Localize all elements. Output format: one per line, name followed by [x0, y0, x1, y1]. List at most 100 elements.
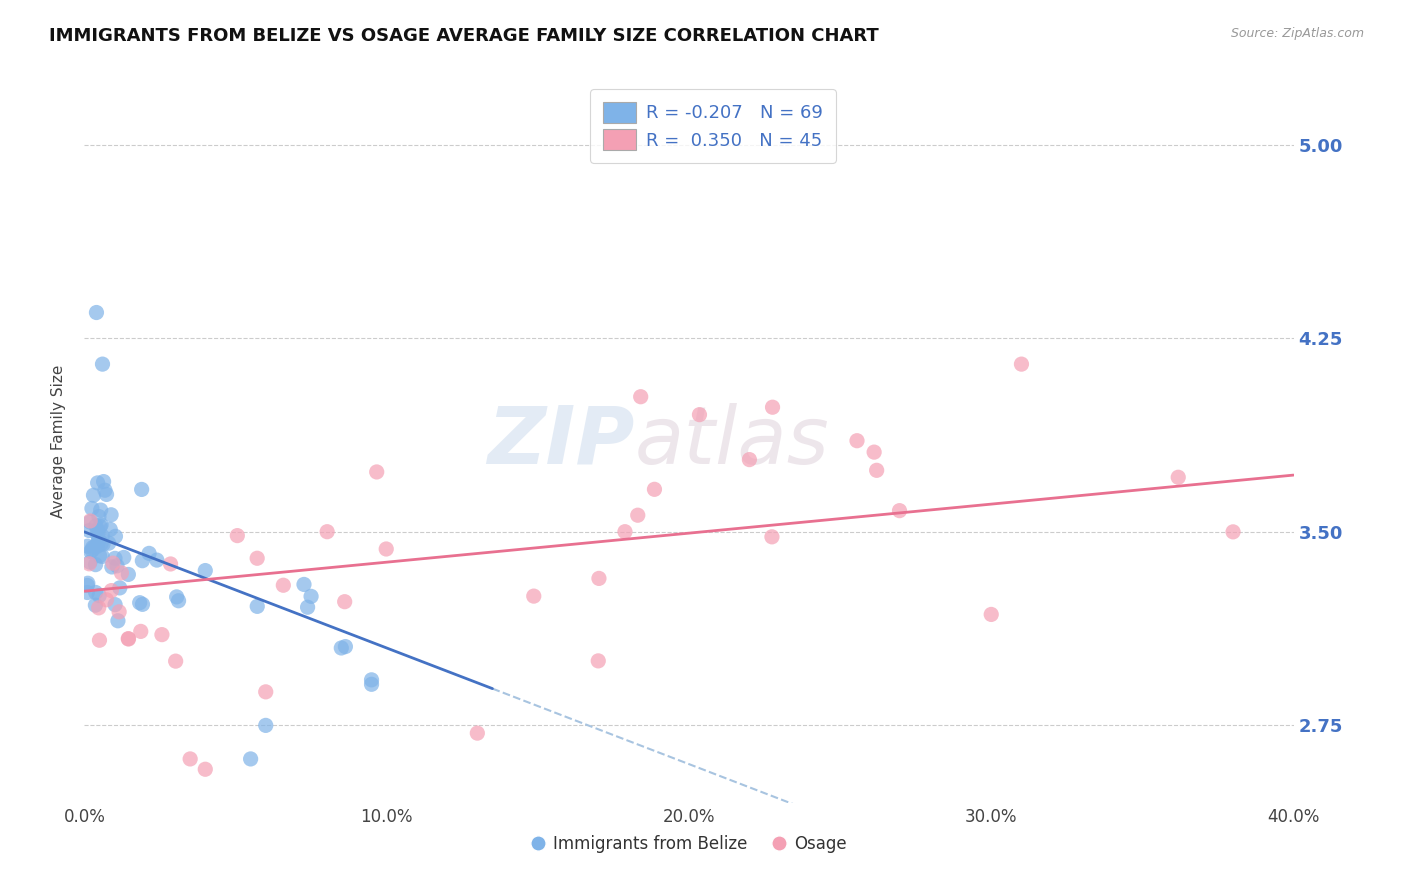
Point: [863, 445, 886, 459]
Point: [292, 577, 315, 591]
Point: [166, 590, 188, 604]
Point: [82, 488, 104, 502]
Point: [76, 539, 98, 553]
Point: [108, 605, 131, 619]
Point: [1167, 470, 1189, 484]
Point: [131, 483, 153, 497]
Point: [588, 571, 610, 585]
Point: [360, 677, 382, 691]
Point: [82, 543, 104, 558]
Point: [89, 519, 111, 533]
Point: [366, 465, 388, 479]
Point: [254, 718, 277, 732]
Point: [246, 551, 269, 566]
Point: [87, 532, 110, 546]
Point: [84, 585, 107, 599]
Point: [159, 557, 181, 571]
Point: [1011, 357, 1033, 371]
Point: [86, 539, 108, 553]
Point: [866, 463, 889, 477]
Point: [91, 537, 114, 551]
Point: [84, 598, 107, 612]
Point: [375, 541, 398, 556]
Point: [614, 524, 637, 539]
Point: [104, 529, 127, 543]
Point: [239, 752, 262, 766]
Point: [89, 589, 111, 603]
Point: [980, 607, 1002, 622]
Point: [467, 726, 489, 740]
Point: [98, 522, 121, 536]
Point: [101, 556, 124, 570]
Point: [150, 627, 173, 641]
Point: [91, 549, 114, 564]
Point: [108, 581, 131, 595]
Point: [627, 508, 650, 523]
Point: [76, 585, 98, 599]
Point: [105, 558, 128, 573]
Point: [77, 557, 100, 571]
Point: [86, 305, 108, 319]
Point: [87, 534, 110, 549]
Point: [77, 524, 100, 538]
Point: [194, 564, 217, 578]
Point: [90, 503, 112, 517]
Point: [80, 501, 103, 516]
Point: [94, 483, 117, 498]
Point: [79, 555, 101, 569]
Point: [87, 509, 110, 524]
Point: [76, 578, 98, 592]
Text: Source: ZipAtlas.com: Source: ZipAtlas.com: [1230, 27, 1364, 40]
Point: [101, 560, 124, 574]
Point: [246, 599, 269, 614]
Point: [761, 401, 783, 415]
Point: [79, 515, 101, 529]
Point: [86, 523, 108, 537]
Point: [643, 483, 665, 497]
Point: [297, 600, 319, 615]
Legend: Immigrants from Belize, Osage: Immigrants from Belize, Osage: [524, 828, 853, 860]
Point: [79, 514, 101, 528]
Point: [117, 632, 139, 646]
Point: [90, 517, 112, 532]
Point: [96, 487, 118, 501]
Point: [104, 551, 127, 566]
Point: [299, 590, 322, 604]
Point: [316, 524, 339, 539]
Text: IMMIGRANTS FROM BELIZE VS OSAGE AVERAGE FAMILY SIZE CORRELATION CHART: IMMIGRANTS FROM BELIZE VS OSAGE AVERAGE …: [49, 27, 879, 45]
Point: [131, 598, 153, 612]
Point: [335, 640, 357, 654]
Point: [91, 357, 114, 371]
Point: [84, 558, 107, 572]
Point: [889, 503, 911, 517]
Point: [89, 549, 111, 563]
Point: [846, 434, 869, 448]
Point: [84, 518, 107, 533]
Text: atlas: atlas: [634, 402, 830, 481]
Text: ZIP: ZIP: [486, 402, 634, 481]
Point: [93, 475, 115, 489]
Y-axis label: Average Family Size: Average Family Size: [51, 365, 66, 518]
Point: [1222, 524, 1244, 539]
Point: [96, 592, 118, 607]
Point: [82, 541, 104, 555]
Point: [76, 576, 98, 591]
Point: [100, 508, 122, 522]
Point: [179, 752, 201, 766]
Point: [80, 544, 103, 558]
Point: [107, 614, 129, 628]
Point: [110, 566, 132, 580]
Point: [630, 390, 652, 404]
Point: [138, 546, 160, 560]
Point: [588, 654, 610, 668]
Point: [97, 536, 120, 550]
Point: [91, 529, 114, 543]
Point: [117, 567, 139, 582]
Point: [226, 528, 249, 542]
Point: [86, 475, 108, 490]
Point: [688, 408, 710, 422]
Point: [104, 598, 127, 612]
Point: [83, 540, 105, 554]
Point: [90, 536, 112, 550]
Point: [254, 685, 277, 699]
